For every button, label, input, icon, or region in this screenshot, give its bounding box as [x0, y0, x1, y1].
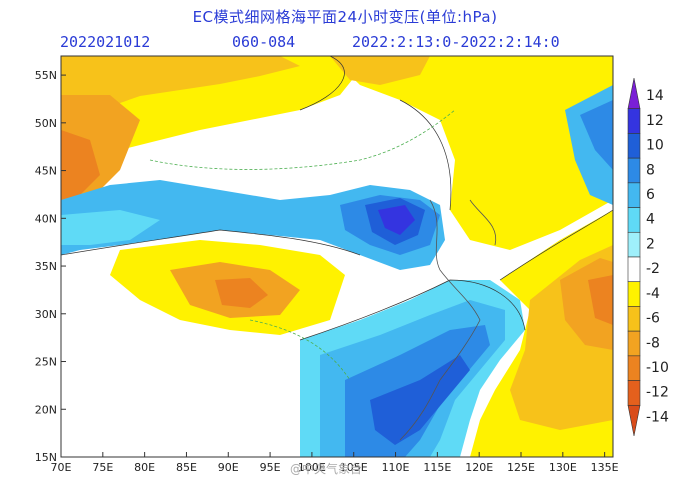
- lon-label: 85E: [176, 461, 197, 474]
- colorbar-swatch: [627, 133, 641, 159]
- lon-label: 75E: [92, 461, 113, 474]
- valid-range: 2022:2:13:0-2022:2:14:0: [352, 33, 560, 51]
- colorbar-label: -8: [646, 335, 660, 351]
- lat-label: 35N: [35, 260, 57, 273]
- lat-label: 20N: [35, 403, 57, 416]
- lon-label: 130E: [549, 461, 577, 474]
- rise-band-central: [61, 180, 445, 270]
- colorbar-swatch: [627, 404, 641, 437]
- watermark: @中央气象台: [290, 461, 362, 476]
- colorbar-label: 12: [646, 113, 664, 129]
- colorbar-swatch: [627, 231, 641, 258]
- colorbar-swatch: [627, 77, 641, 110]
- colorbar-swatch: [627, 306, 641, 332]
- colorbar-label: 6: [646, 187, 655, 203]
- colorbar-label: 2: [646, 236, 655, 252]
- colorbar-label: -2: [646, 261, 660, 277]
- lon-label: 80E: [134, 461, 155, 474]
- lon-label: 120E: [465, 461, 493, 474]
- lat-label: 15N: [35, 451, 57, 464]
- lon-label: 105E: [340, 461, 368, 474]
- map-field: [61, 56, 613, 457]
- colorbar-label: -6: [646, 311, 660, 327]
- colorbar-swatch: [627, 207, 641, 233]
- init-time: 2022021012: [60, 33, 151, 51]
- lon-label: 95E: [260, 461, 281, 474]
- latitude-axis: 55N 50N 45N 40N 35N 30N 25N 20N 15N: [35, 69, 66, 464]
- lon-label: 135E: [591, 461, 619, 474]
- colorbar-label: 4: [646, 212, 655, 228]
- colorbar-swatch: [627, 182, 641, 208]
- colorbar-swatch: [627, 281, 641, 307]
- colorbar-swatch: [627, 108, 641, 134]
- colorbar-swatch: [627, 157, 641, 184]
- colorbar-label: 10: [646, 138, 664, 154]
- lat-label: 45N: [35, 165, 57, 178]
- colorbar-label: 14: [646, 88, 664, 104]
- lat-label: 55N: [35, 69, 57, 82]
- colorbar-swatch: [627, 330, 641, 357]
- map-title: EC模式细网格海平面24小时变压(单位:hPa): [192, 8, 498, 26]
- colorbar: 14 12 10 8 6 4 2 -2 -4 -6 -8 -10 -12 -14: [627, 77, 669, 437]
- map-frame: [60, 55, 614, 458]
- lat-label: 40N: [35, 212, 57, 225]
- colorbar-swatch: [627, 355, 641, 381]
- fall-region-northeast: [330, 56, 613, 250]
- lon-label: 100E: [298, 461, 326, 474]
- colorbar-label: 8: [646, 162, 655, 178]
- lon-label: 110E: [382, 461, 410, 474]
- lon-label: 70E: [51, 461, 72, 474]
- colorbar-swatch: [627, 380, 641, 406]
- colorbar-label: -4: [646, 286, 660, 302]
- lon-label: 115E: [423, 461, 451, 474]
- lon-label: 90E: [218, 461, 239, 474]
- lat-label: 30N: [35, 308, 57, 321]
- longitude-axis: 70E 75E 80E 85E 90E 95E 100E 105E 110E 115E 120E 12…: [51, 452, 619, 474]
- colorbar-label: -14: [646, 409, 669, 425]
- colorbar-label: -12: [646, 385, 669, 401]
- lat-label: 50N: [35, 117, 57, 130]
- lat-label: 25N: [35, 356, 57, 369]
- lon-label: 125E: [507, 461, 535, 474]
- colorbar-label: -10: [646, 360, 669, 376]
- colorbar-swatch: [627, 256, 641, 283]
- forecast-hours: 060-084: [232, 33, 296, 51]
